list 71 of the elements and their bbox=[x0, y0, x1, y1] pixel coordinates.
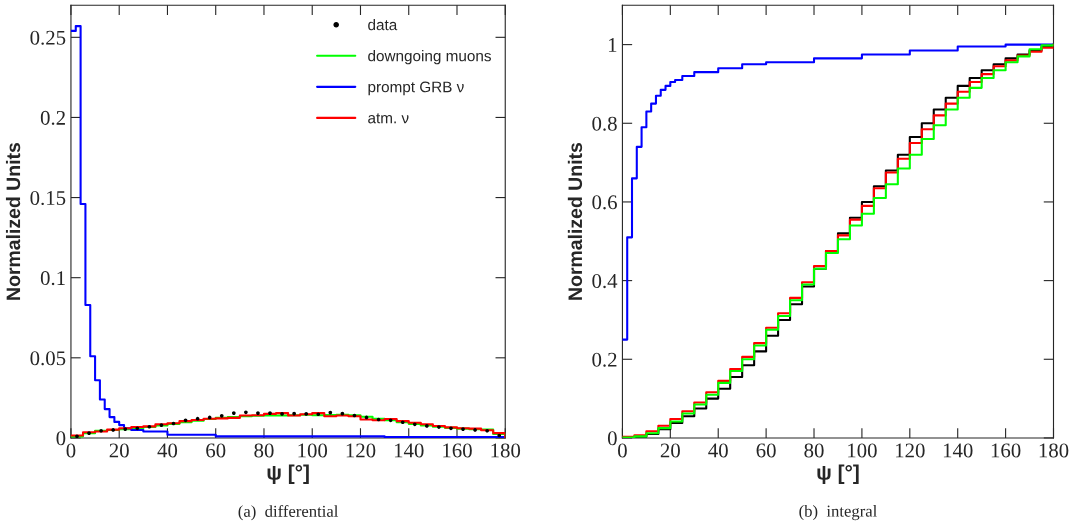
y-tick-label: 0.15 bbox=[30, 190, 66, 206]
y-tick-label: 0.4 bbox=[592, 273, 618, 289]
point bbox=[268, 411, 272, 415]
point bbox=[87, 431, 91, 435]
x-tick-label: 40 bbox=[708, 443, 728, 458]
y-tick-label: 0.2 bbox=[40, 110, 65, 125]
x-tick-label: 160 bbox=[443, 443, 472, 458]
point bbox=[99, 428, 103, 433]
point bbox=[449, 426, 453, 431]
y-tick-label: 1 bbox=[608, 38, 617, 52]
point bbox=[461, 427, 465, 431]
x-tick-label: 80 bbox=[254, 443, 274, 458]
x-axis-title: ψ [°] bbox=[267, 464, 309, 484]
legend-label: prompt GRB ν bbox=[368, 81, 464, 96]
x-tick-label: 60 bbox=[206, 443, 226, 458]
legend-label: downgoing muons bbox=[368, 50, 491, 65]
x-tick-label: 140 bbox=[943, 443, 973, 458]
y-tick-label: 0 bbox=[607, 431, 617, 446]
x-tick-label: 180 bbox=[1039, 443, 1069, 458]
point bbox=[195, 416, 200, 421]
y-tick-label: 0.1 bbox=[40, 271, 65, 286]
point bbox=[280, 412, 284, 416]
point bbox=[437, 425, 441, 429]
x-tick-label: 100 bbox=[848, 443, 877, 458]
text: (a) differential bbox=[238, 505, 339, 521]
x-axis-title: ψ [°] bbox=[817, 464, 859, 484]
x-tick-label: 140 bbox=[394, 443, 424, 458]
x-tick-label: 60 bbox=[756, 443, 776, 458]
y-tick-label: 0 bbox=[56, 431, 66, 446]
x-tick-label: 40 bbox=[157, 443, 178, 458]
point bbox=[135, 426, 140, 431]
point bbox=[304, 412, 309, 416]
x-tick-label: 20 bbox=[109, 443, 129, 458]
point bbox=[147, 424, 152, 429]
y-tick-label: 0.25 bbox=[30, 30, 66, 45]
legend-label: data bbox=[368, 19, 398, 31]
point bbox=[111, 428, 116, 432]
point bbox=[75, 434, 79, 438]
point bbox=[244, 410, 248, 415]
point bbox=[473, 428, 477, 432]
point bbox=[497, 433, 502, 438]
point bbox=[256, 411, 260, 415]
y-axis-title: Normalized Units bbox=[5, 142, 21, 300]
y-axis-title: Normalized Units bbox=[567, 142, 583, 300]
y-tick-label: 0.05 bbox=[30, 351, 66, 366]
x-tick-label: 120 bbox=[346, 443, 376, 458]
point bbox=[388, 418, 393, 423]
x-tick-label: 160 bbox=[991, 443, 1021, 458]
point bbox=[316, 412, 321, 417]
point bbox=[159, 423, 164, 427]
y-tick-label: 0.6 bbox=[592, 195, 617, 210]
x-tick-label: 80 bbox=[804, 443, 824, 458]
point bbox=[425, 424, 429, 428]
point bbox=[219, 413, 224, 418]
point bbox=[292, 411, 296, 416]
legend-label: atm. ν bbox=[368, 113, 409, 124]
text: (b) integral bbox=[799, 505, 877, 521]
point bbox=[123, 427, 128, 431]
point bbox=[400, 420, 405, 425]
y-tick-label: 0.8 bbox=[592, 116, 617, 131]
point bbox=[412, 422, 417, 427]
point bbox=[183, 418, 188, 423]
x-tick-label: 20 bbox=[660, 443, 680, 458]
x-tick-label: 0 bbox=[618, 443, 627, 458]
x-tick-label: 0 bbox=[66, 443, 76, 458]
point bbox=[485, 428, 489, 433]
x-tick-label: 180 bbox=[491, 443, 521, 458]
x-tick-label: 100 bbox=[298, 443, 328, 458]
x-tick-label: 120 bbox=[896, 443, 925, 458]
y-tick-label: 0.2 bbox=[592, 352, 617, 367]
point bbox=[231, 411, 236, 415]
